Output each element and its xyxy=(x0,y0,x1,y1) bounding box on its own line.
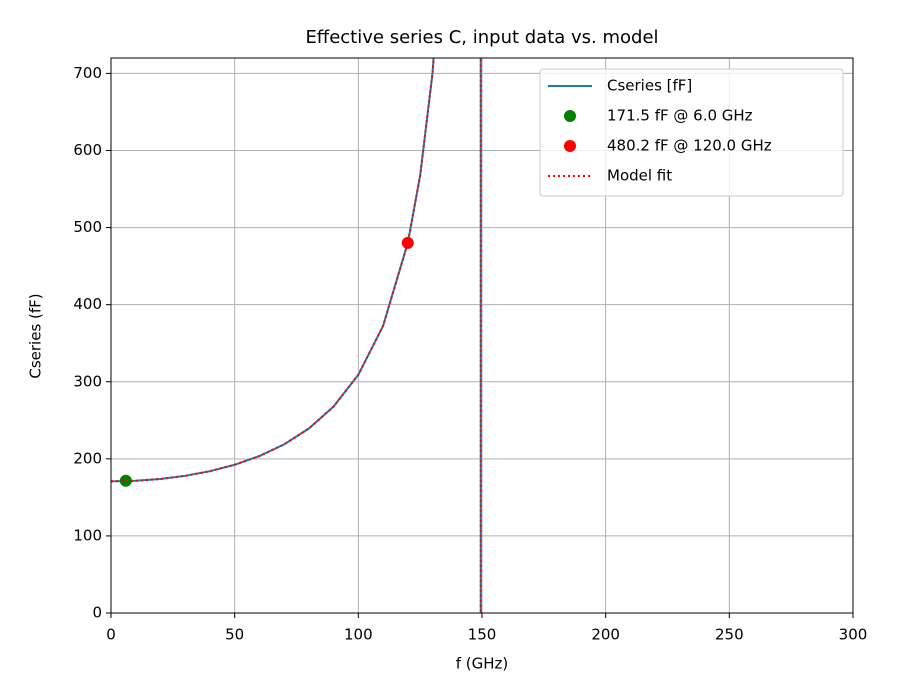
plot-area xyxy=(111,58,482,613)
legend-label: 171.5 fF @ 6.0 GHz xyxy=(607,107,753,125)
y-tick-label: 700 xyxy=(73,64,102,82)
x-tick-label: 50 xyxy=(225,626,244,644)
y-tick-label: 200 xyxy=(73,449,102,467)
x-tick-label: 0 xyxy=(106,626,116,644)
chart-title: Effective series C, input data vs. model xyxy=(305,27,658,48)
legend-swatch xyxy=(564,140,576,152)
legend-label: Cseries [fF] xyxy=(607,77,692,95)
x-tick-label: 250 xyxy=(715,626,744,644)
legend-label: 480.2 fF @ 120.0 GHz xyxy=(607,137,772,155)
x-tick-label: 100 xyxy=(344,626,373,644)
series-line xyxy=(111,58,482,613)
plot-frame xyxy=(110,57,854,614)
legend-box xyxy=(539,68,844,197)
y-tick-label: 0 xyxy=(92,604,102,622)
y-tick-label: 100 xyxy=(73,526,102,544)
data-point xyxy=(119,474,132,487)
x-tick-label: 200 xyxy=(591,626,620,644)
legend-swatch xyxy=(564,110,576,122)
x-axis-label: f (GHz) xyxy=(456,655,509,673)
y-tick-label: 400 xyxy=(73,295,102,313)
data-point xyxy=(401,236,414,249)
y-tick-label: 500 xyxy=(73,218,102,236)
y-tick-label: 600 xyxy=(73,141,102,159)
y-tick-label: 300 xyxy=(73,372,102,390)
x-tick-label: 150 xyxy=(468,626,497,644)
x-tick-label: 300 xyxy=(839,626,868,644)
y-axis-label: Cseries (fF) xyxy=(27,293,45,378)
legend-label: Model fit xyxy=(607,167,672,185)
